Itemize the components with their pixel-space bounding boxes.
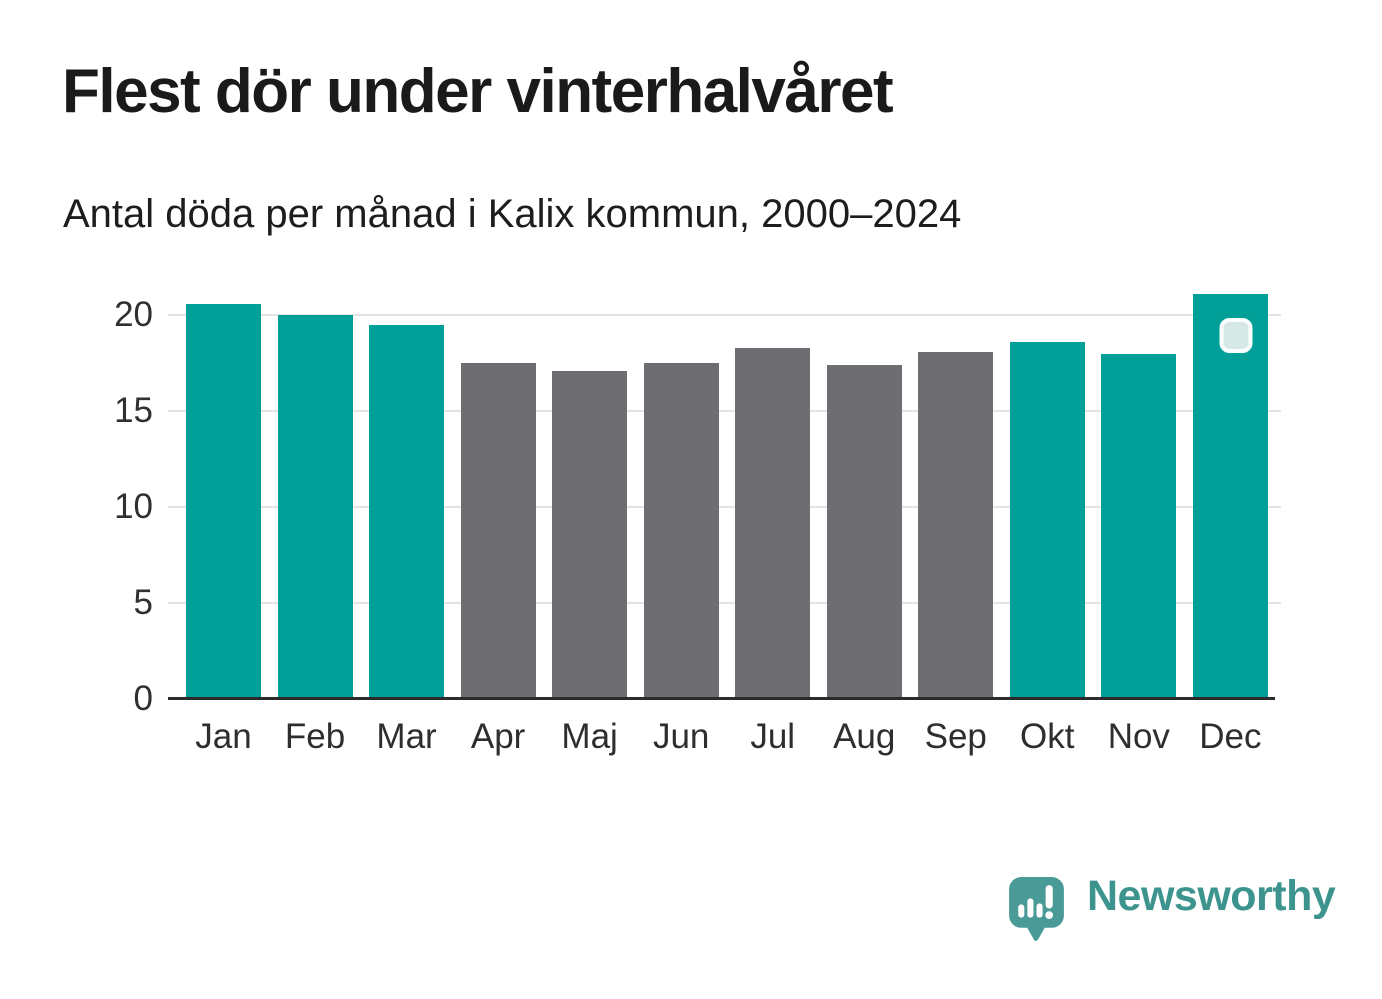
bar-slot-aug: Aug bbox=[826, 277, 902, 756]
bar-sep bbox=[918, 351, 994, 699]
y-tick-label-0: 0 bbox=[133, 679, 153, 718]
bar-chart-plot-area: Jan Feb Mar Apr Maj Jun Jul Aug Sep Okt Nov Dec 0 5 1… bbox=[114, 277, 1281, 756]
bar-nov bbox=[1101, 353, 1177, 699]
bar-slot-dec: Dec bbox=[1192, 277, 1268, 756]
bar-jul bbox=[735, 348, 811, 699]
y-tick-label-15: 15 bbox=[114, 391, 153, 431]
x-tick-label-feb: Feb bbox=[284, 717, 346, 756]
newsworthy-brand: Newsworthy bbox=[1008, 872, 1336, 942]
bar-slot-jun: Jun bbox=[643, 277, 719, 756]
bar-slot-jan: Jan bbox=[186, 277, 261, 756]
bar-apr bbox=[460, 363, 536, 699]
bar-slot-sep: Sep bbox=[918, 277, 994, 756]
chart-title: Flest dör under vinterhalvåret bbox=[62, 57, 894, 126]
bar-slot-maj: Maj bbox=[552, 277, 628, 756]
bar-okt bbox=[1009, 342, 1085, 699]
x-tick-label-aug: Aug bbox=[833, 717, 896, 756]
x-tick-label-jul: Jul bbox=[750, 717, 796, 756]
x-tick-label-maj: Maj bbox=[561, 717, 618, 756]
bar-slot-okt: Okt bbox=[1009, 277, 1085, 756]
x-tick-label-jun: Jun bbox=[652, 717, 710, 756]
newsworthy-logo-icon bbox=[1009, 877, 1064, 942]
chart-subtitle: Antal döda per månad i Kalix kommun, 200… bbox=[63, 192, 962, 236]
bar-slot-nov: Nov bbox=[1101, 277, 1177, 756]
bar-feb bbox=[277, 315, 353, 699]
x-tick-label-nov: Nov bbox=[1107, 717, 1170, 756]
bar-dec bbox=[1192, 294, 1268, 699]
bar-slot-feb: Feb bbox=[277, 277, 353, 756]
gridline-y-15 bbox=[168, 410, 1281, 413]
bar-slot-apr: Apr bbox=[460, 277, 536, 756]
x-tick-label-sep: Sep bbox=[924, 717, 987, 756]
brand-name-text: Newsworthy bbox=[1087, 872, 1336, 920]
x-tick-label-jan: Jan bbox=[195, 717, 252, 756]
bar-mar bbox=[369, 325, 445, 699]
x-tick-label-apr: Apr bbox=[470, 717, 526, 756]
logo-bar-glyphs bbox=[1018, 885, 1054, 919]
x-tick-label-dec: Dec bbox=[1199, 717, 1262, 756]
y-tick-label-20: 20 bbox=[114, 295, 153, 335]
bars-container: Jan Feb Mar Apr Maj Jun Jul Aug Sep Okt Nov Dec bbox=[186, 277, 1268, 756]
y-tick-label-5: 5 bbox=[133, 583, 153, 623]
bar-maj bbox=[552, 371, 628, 699]
y-tick-label-10: 10 bbox=[114, 487, 153, 527]
gridline-y-20 bbox=[168, 314, 1281, 317]
x-axis-line bbox=[168, 697, 1275, 700]
bar-jan bbox=[186, 303, 261, 699]
x-tick-label-okt: Okt bbox=[1020, 717, 1075, 756]
bar-jun bbox=[643, 363, 719, 699]
bar-aug bbox=[826, 365, 902, 699]
gridline-y-5 bbox=[168, 602, 1281, 605]
gridline-y-10 bbox=[168, 506, 1281, 509]
dec-bar-badge bbox=[1219, 318, 1253, 354]
x-tick-label-mar: Mar bbox=[376, 717, 437, 756]
bar-slot-mar: Mar bbox=[369, 277, 445, 756]
bar-slot-jul: Jul bbox=[735, 277, 811, 756]
